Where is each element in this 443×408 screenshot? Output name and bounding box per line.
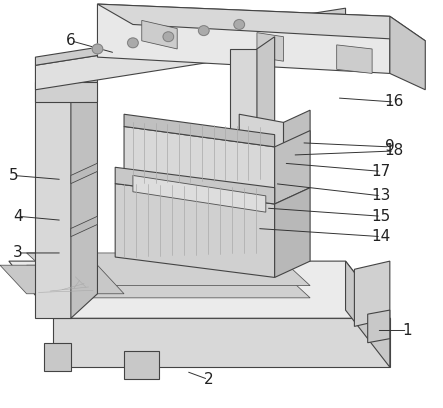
Polygon shape xyxy=(284,110,310,155)
Polygon shape xyxy=(97,4,390,73)
Polygon shape xyxy=(35,82,97,102)
Text: 16: 16 xyxy=(385,95,404,109)
Polygon shape xyxy=(257,33,284,61)
Polygon shape xyxy=(53,318,390,367)
Text: 17: 17 xyxy=(371,164,391,179)
Text: 18: 18 xyxy=(385,144,404,158)
Polygon shape xyxy=(124,126,275,204)
Polygon shape xyxy=(390,16,425,90)
Polygon shape xyxy=(35,16,346,90)
Polygon shape xyxy=(346,261,390,367)
Text: 5: 5 xyxy=(8,168,18,183)
Text: 13: 13 xyxy=(371,188,391,203)
Text: 6: 6 xyxy=(66,33,76,48)
Polygon shape xyxy=(275,188,310,277)
Polygon shape xyxy=(124,114,275,147)
Polygon shape xyxy=(35,8,346,65)
Polygon shape xyxy=(337,45,372,73)
Circle shape xyxy=(92,44,103,54)
Polygon shape xyxy=(257,37,275,245)
Text: 2: 2 xyxy=(203,372,213,387)
Polygon shape xyxy=(44,343,71,371)
Polygon shape xyxy=(9,261,390,318)
Text: 1: 1 xyxy=(403,323,412,338)
Polygon shape xyxy=(368,310,390,343)
Circle shape xyxy=(234,20,245,29)
Text: 14: 14 xyxy=(371,229,391,244)
Text: 3: 3 xyxy=(13,246,23,260)
Polygon shape xyxy=(230,49,257,245)
Polygon shape xyxy=(35,90,71,318)
Polygon shape xyxy=(27,253,310,286)
Text: 9: 9 xyxy=(385,140,395,154)
Polygon shape xyxy=(27,265,310,298)
Polygon shape xyxy=(354,261,390,326)
Polygon shape xyxy=(71,163,97,184)
Text: 15: 15 xyxy=(371,209,391,224)
Circle shape xyxy=(163,32,174,42)
Polygon shape xyxy=(0,265,124,294)
Polygon shape xyxy=(115,167,275,204)
Text: 4: 4 xyxy=(13,209,23,224)
Polygon shape xyxy=(115,184,275,277)
Polygon shape xyxy=(71,65,97,318)
Polygon shape xyxy=(133,175,266,212)
Circle shape xyxy=(128,38,138,48)
Polygon shape xyxy=(97,4,425,41)
Polygon shape xyxy=(142,20,177,49)
Polygon shape xyxy=(71,216,97,237)
Polygon shape xyxy=(124,351,159,379)
Circle shape xyxy=(198,26,209,35)
Polygon shape xyxy=(275,131,310,204)
Polygon shape xyxy=(239,114,284,155)
